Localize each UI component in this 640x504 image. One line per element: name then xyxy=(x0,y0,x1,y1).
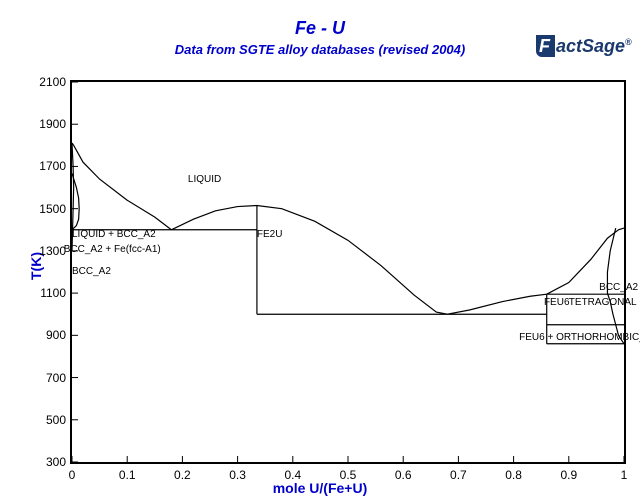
region-label: FE2U xyxy=(257,229,283,240)
x-tick-label: 0.6 xyxy=(395,468,412,482)
x-tick-label: 1 xyxy=(621,468,628,482)
region-label: BCC_A2 xyxy=(599,282,638,293)
factsage-logo: FactSage® xyxy=(536,36,632,57)
logo-f: F xyxy=(536,35,555,57)
plot-area: 30050070090011001300150017001900210000.1… xyxy=(70,80,626,464)
y-tick-label: 2100 xyxy=(39,75,66,89)
y-tick-label: 1300 xyxy=(39,244,66,258)
x-tick-label: 0.3 xyxy=(229,468,246,482)
x-tick-label: 0.2 xyxy=(174,468,191,482)
x-tick-label: 0.9 xyxy=(560,468,577,482)
region-label: BCC_A2 xyxy=(72,266,111,277)
y-tick-label: 1100 xyxy=(40,286,66,300)
region-label: FEU6 xyxy=(544,297,570,308)
phase-diagram-figure: Fe - U Data from SGTE alloy databases (r… xyxy=(0,0,640,504)
region-label: BCC_A2 + Fe(fcc-A1) xyxy=(64,244,161,255)
y-tick-label: 500 xyxy=(46,413,66,427)
x-tick-label: 0.8 xyxy=(505,468,522,482)
region-label: LIQUID xyxy=(188,174,221,185)
region-label: FEU6 + ORTHORHOMBIC_A xyxy=(519,332,640,343)
curves-svg xyxy=(72,82,624,462)
region-label: LIQUID + BCC_A2 xyxy=(72,229,156,240)
x-tick-label: 0.4 xyxy=(284,468,301,482)
y-tick-label: 1500 xyxy=(39,202,66,216)
logo-rest: actSage xyxy=(556,36,625,56)
logo-reg: ® xyxy=(625,37,632,47)
x-tick-label: 0.1 xyxy=(119,468,136,482)
x-tick-label: 0.5 xyxy=(340,468,357,482)
x-tick-label: 0.7 xyxy=(450,468,467,482)
y-tick-label: 300 xyxy=(46,455,66,469)
x-tick-label: 0 xyxy=(69,468,76,482)
x-axis-title: mole U/(Fe+U) xyxy=(0,480,640,496)
y-tick-label: 1900 xyxy=(39,117,66,131)
y-tick-label: 900 xyxy=(46,328,66,342)
y-tick-label: 1700 xyxy=(39,159,66,173)
y-tick-label: 700 xyxy=(46,371,66,385)
region-label: TETRAGONAL xyxy=(569,297,637,308)
